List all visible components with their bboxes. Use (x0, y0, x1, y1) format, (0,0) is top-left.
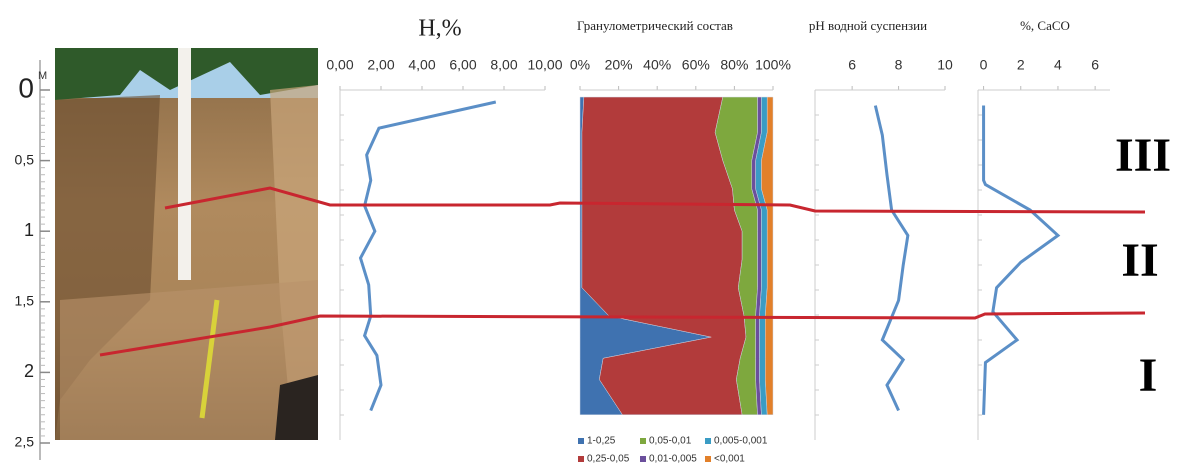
depth-tick-label: 0 (18, 72, 34, 103)
horizon-label: II (1121, 234, 1158, 287)
data-line (873, 105, 910, 412)
x-tick-label: 8,00 (490, 57, 517, 73)
x-tick-label: 2 (1017, 57, 1025, 73)
legend-label: 1-0,25 (587, 436, 616, 447)
plots: 0 0,5 1 1,5 2 2,5 H,% 0,00 2,00 4,00 6,00 8,00 10,00… (15, 16, 1110, 465)
x-tick-label: 0 (980, 57, 988, 73)
x-tick-label: 4 (1054, 57, 1062, 73)
legend-swatch (640, 438, 646, 444)
legend-label: 0,25-0,05 (587, 454, 630, 465)
x-tick-label: 80% (720, 57, 748, 73)
x-tick-label: 100% (755, 57, 791, 73)
x-tick-label: 8 (895, 57, 903, 73)
x-tick-label: 6 (1091, 57, 1099, 73)
legend-label: 0,005-0,001 (714, 436, 768, 447)
depth-tick-label: 1,5 (15, 293, 35, 309)
legend-swatch (640, 456, 646, 462)
area-segment (761, 96, 774, 416)
chart-title: Гранулометрический состав (577, 18, 733, 33)
soil-photo (55, 48, 318, 440)
chart-title: %, CaCO (1020, 18, 1070, 33)
x-tick-label: 60% (682, 57, 710, 73)
legend-swatch (705, 438, 711, 444)
legend-swatch (578, 456, 584, 462)
chart-title: pH водной суспензии (809, 18, 927, 33)
legend-label: 0,01-0,005 (649, 454, 697, 465)
horizon-label: III (1115, 129, 1171, 182)
x-tick-label: 20% (605, 57, 633, 73)
x-tick-label: 0,00 (326, 57, 353, 73)
legend-label: <0,001 (714, 454, 745, 465)
depth-unit: M (38, 70, 47, 82)
depth-tick-label: 2,5 (15, 434, 35, 450)
data-line (982, 105, 1061, 415)
depth-tick-label: 2 (24, 361, 34, 381)
depth-tick-label: 0,5 (15, 151, 35, 167)
depth-tick-label: 1 (24, 220, 34, 240)
x-tick-label: 4,00 (408, 57, 435, 73)
horizon-boundaries (99, 186, 1146, 357)
x-tick-label: 10 (937, 57, 953, 73)
x-tick-label: 6,00 (449, 57, 476, 73)
x-tick-label: 40% (643, 57, 671, 73)
legend-label: 0,05-0,01 (649, 436, 692, 447)
legend-swatch (705, 456, 711, 462)
data-line (358, 100, 497, 412)
x-tick-label: 0% (570, 57, 590, 73)
x-tick-label: 10,00 (527, 57, 562, 73)
x-tick-label: 6 (848, 57, 856, 73)
chart-title: H,% (418, 16, 461, 42)
x-tick-label: 2,00 (367, 57, 394, 73)
legend-swatch (578, 438, 584, 444)
horizon-label: I (1139, 349, 1158, 402)
